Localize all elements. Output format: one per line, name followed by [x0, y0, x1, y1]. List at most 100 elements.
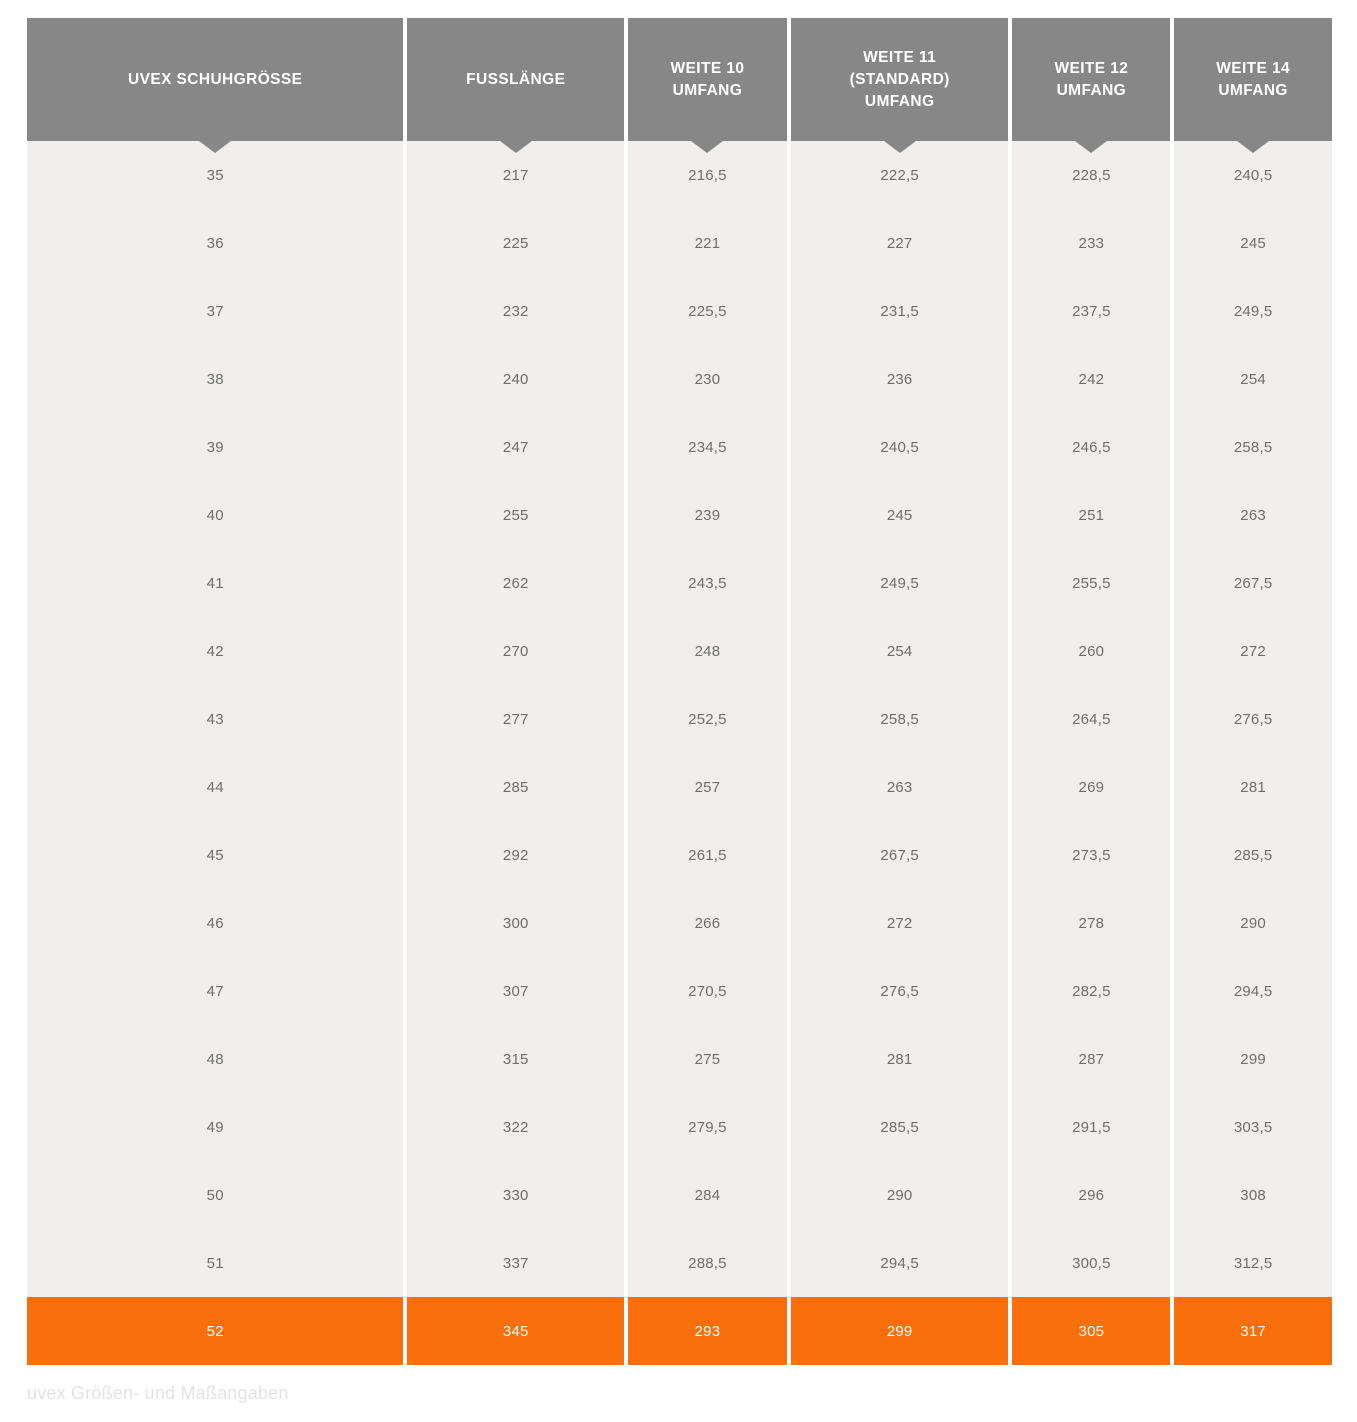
- arrow-down-icon: [883, 141, 916, 153]
- table-cell: 290: [790, 1161, 1009, 1229]
- table-cell: 254: [1174, 345, 1332, 413]
- table-cell: 300: [407, 889, 625, 957]
- table-cell: 262: [407, 549, 625, 617]
- table-cell: 270,5: [628, 957, 787, 1025]
- column-header-label: WEITE 10: [670, 59, 745, 77]
- table-cell: 264,5: [1012, 685, 1171, 753]
- table-cell: 281: [1174, 753, 1332, 821]
- table-cell: 255,5: [1012, 549, 1171, 617]
- table-cell: 245: [790, 481, 1009, 549]
- table-cell: 285: [407, 753, 625, 821]
- table-cell: 251: [1012, 481, 1171, 549]
- table-cell: 51: [27, 1229, 404, 1297]
- table-cell: 303,5: [1174, 1093, 1332, 1161]
- table-cell: 43: [27, 685, 404, 753]
- table-cell: 263: [1174, 481, 1332, 549]
- table-cell: 37: [27, 277, 404, 345]
- table-cell: 40: [27, 481, 404, 549]
- arrow-down-icon: [691, 141, 724, 153]
- table-cell: 257: [628, 753, 787, 821]
- table-cell: 263: [790, 753, 1009, 821]
- highlighted-table-cell: 52: [27, 1297, 404, 1365]
- table-cell: 221: [628, 209, 787, 277]
- arrow-down-icon: [499, 141, 532, 153]
- table-cell: 300,5: [1012, 1229, 1171, 1297]
- table-cell: 284: [628, 1161, 787, 1229]
- table-cell: 44: [27, 753, 404, 821]
- table-cell: 258,5: [790, 685, 1009, 753]
- table-cell: 276,5: [790, 957, 1009, 1025]
- arrow-down-icon: [1237, 141, 1270, 153]
- highlighted-table-cell: 317: [1174, 1297, 1332, 1365]
- table-cell: 231,5: [790, 277, 1009, 345]
- table-cell: 50: [27, 1161, 404, 1229]
- table-cell: 294,5: [790, 1229, 1009, 1297]
- arrow-down-icon: [199, 141, 232, 153]
- table-cell: 292: [407, 821, 625, 889]
- table-cell: 287: [1012, 1025, 1171, 1093]
- table-cell: 47: [27, 957, 404, 1025]
- table-cell: 270: [407, 617, 625, 685]
- table-cell: 227: [790, 209, 1009, 277]
- column-header-label: WEITE 14: [1216, 59, 1291, 77]
- table-cell: 252,5: [628, 685, 787, 753]
- table-cell: 48: [27, 1025, 404, 1093]
- table-cell: 242: [1012, 345, 1171, 413]
- column-header-label: UMFANG: [672, 81, 743, 99]
- table-cell: 276,5: [1174, 685, 1332, 753]
- table-cell: 267,5: [1174, 549, 1332, 617]
- column-header: WEITE 12 UMFANG: [1012, 18, 1171, 153]
- table-cell: 272: [1174, 617, 1332, 685]
- table-cell: 248: [628, 617, 787, 685]
- table-cell: 249,5: [790, 549, 1009, 617]
- column-header-label: WEITE 11: [863, 48, 937, 66]
- table-cell: 225: [407, 209, 625, 277]
- table-cell: 232: [407, 277, 625, 345]
- table-cell: 275: [628, 1025, 787, 1093]
- table-cell: 36: [27, 209, 404, 277]
- table-cell: 267,5: [790, 821, 1009, 889]
- table-cell: 237,5: [1012, 277, 1171, 345]
- table-cell: 299: [1174, 1025, 1332, 1093]
- table-cell: 246,5: [1012, 413, 1171, 481]
- column-header: WEITE 14 UMFANG: [1174, 18, 1332, 153]
- table-cell: 307: [407, 957, 625, 1025]
- size-table: UVEX SCHUHGRÖSSE FUSSLÄNGE WEITE 10 UMFANG W…: [27, 18, 1332, 1365]
- table-cell: 277: [407, 685, 625, 753]
- table-cell: 294,5: [1174, 957, 1332, 1025]
- table-cell: 269: [1012, 753, 1171, 821]
- column-header: UVEX SCHUHGRÖSSE: [27, 18, 404, 153]
- table-cell: 45: [27, 821, 404, 889]
- table-cell: 49: [27, 1093, 404, 1161]
- table-cell: 273,5: [1012, 821, 1171, 889]
- table-cell: 261,5: [628, 821, 787, 889]
- table-cell: 240,5: [790, 413, 1009, 481]
- table-cell: 236: [790, 345, 1009, 413]
- table-cell: 322: [407, 1093, 625, 1161]
- highlighted-table-cell: 299: [790, 1297, 1009, 1365]
- table-cell: 285,5: [790, 1093, 1009, 1161]
- table-cell: 225,5: [628, 277, 787, 345]
- table-cell: 312,5: [1174, 1229, 1332, 1297]
- table-cell: 245: [1174, 209, 1332, 277]
- arrow-down-icon: [1075, 141, 1108, 153]
- table-cell: 247: [407, 413, 625, 481]
- table-cell: 272: [790, 889, 1009, 957]
- table-cell: 291,5: [1012, 1093, 1171, 1161]
- table-cell: 260: [1012, 617, 1171, 685]
- table-cell: 281: [790, 1025, 1009, 1093]
- highlighted-table-cell: 293: [628, 1297, 787, 1365]
- table-cell: 216,5: [628, 141, 787, 209]
- table-cell: 330: [407, 1161, 625, 1229]
- table-cell: 239: [628, 481, 787, 549]
- table-cell: 243,5: [628, 549, 787, 617]
- table-cell: 228,5: [1012, 141, 1171, 209]
- table-cell: 39: [27, 413, 404, 481]
- column-header-label: UMFANG: [1218, 81, 1288, 99]
- column-header-label: UMFANG: [864, 92, 935, 110]
- table-cell: 230: [628, 345, 787, 413]
- table-cell: 308: [1174, 1161, 1332, 1229]
- table-cell: 290: [1174, 889, 1332, 957]
- column-header-label: FUSSLÄNGE: [466, 70, 566, 88]
